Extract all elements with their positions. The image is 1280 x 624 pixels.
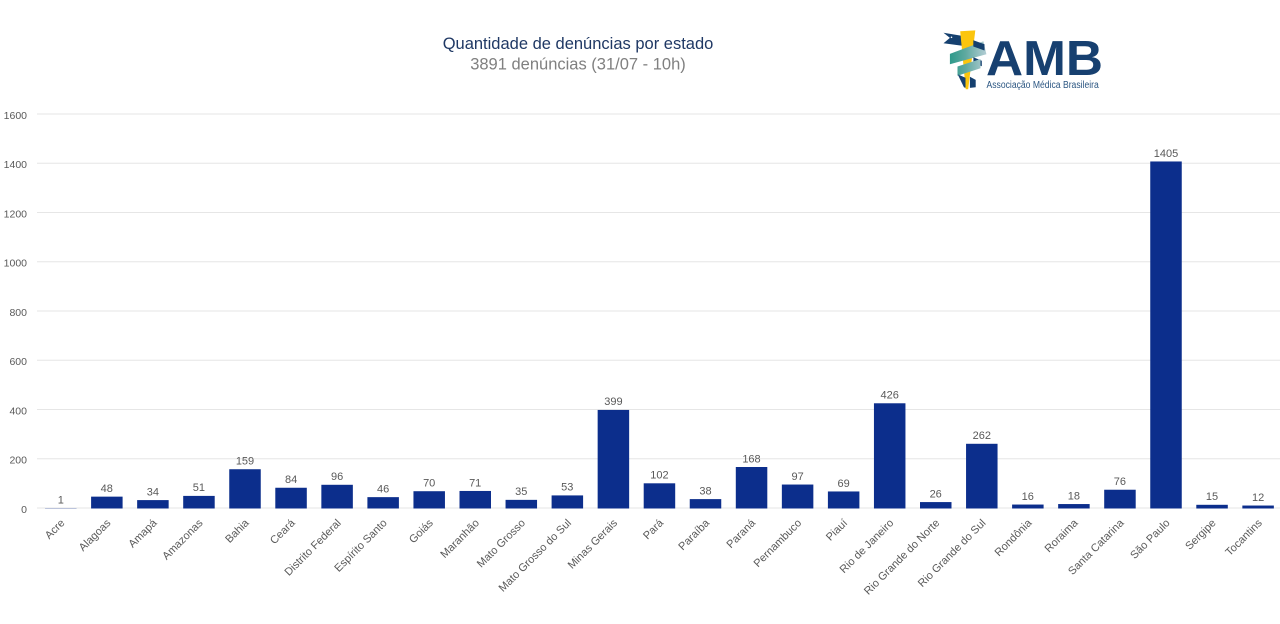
svg-text:3891 denúncias (31/07 - 10h): 3891 denúncias (31/07 - 10h) [470,56,686,74]
svg-text:0: 0 [21,504,27,516]
svg-text:600: 600 [9,356,27,368]
svg-text:Associação Médica Brasileira: Associação Médica Brasileira [987,80,1100,91]
svg-text:69: 69 [837,478,849,490]
svg-text:97: 97 [791,471,803,483]
svg-text:76: 76 [1114,476,1126,488]
svg-text:168: 168 [742,453,760,465]
svg-text:26: 26 [930,488,942,500]
svg-text:426: 426 [881,390,899,402]
svg-text:16: 16 [1022,491,1034,503]
svg-text:84: 84 [285,474,297,486]
svg-text:53: 53 [561,482,573,494]
svg-text:1600: 1600 [4,110,28,122]
svg-text:96: 96 [331,471,343,483]
svg-text:1405: 1405 [1154,148,1178,160]
svg-text:800: 800 [9,307,27,319]
svg-text:48: 48 [101,483,113,495]
svg-text:400: 400 [9,405,27,417]
svg-text:15: 15 [1206,491,1218,503]
svg-text:51: 51 [193,482,205,494]
svg-text:38: 38 [699,485,711,497]
svg-text:71: 71 [469,477,481,489]
svg-text:70: 70 [423,478,435,490]
svg-text:399: 399 [604,396,622,408]
svg-text:46: 46 [377,483,389,495]
svg-text:200: 200 [9,455,27,467]
svg-text:1400: 1400 [4,159,28,171]
svg-text:1000: 1000 [4,258,28,270]
svg-text:159: 159 [236,456,254,468]
svg-text:18: 18 [1068,490,1080,502]
svg-text:12: 12 [1252,492,1264,504]
svg-text:1200: 1200 [4,208,28,220]
svg-text:Quantidade de denúncias por es: Quantidade de denúncias por estado [443,35,714,53]
svg-text:AMB: AMB [986,32,1103,86]
svg-text:1: 1 [58,495,64,507]
svg-text:34: 34 [147,486,159,498]
svg-text:262: 262 [973,430,991,442]
svg-text:102: 102 [650,470,668,482]
svg-text:35: 35 [515,486,527,498]
